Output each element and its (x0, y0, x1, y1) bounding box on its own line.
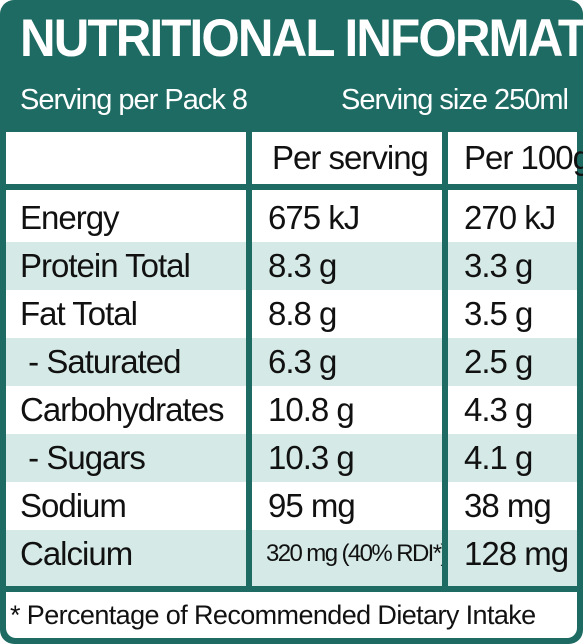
row-calcium-nutrient: Calcium (20, 535, 133, 572)
panel-title: NUTRITIONAL INFORMATION (20, 9, 583, 68)
row-fat-nutrient: Fat Total (20, 295, 138, 332)
header-cell-nutrient (6, 132, 246, 184)
row-band (6, 434, 577, 482)
row-fat-per-serving: 8.8 g (268, 295, 337, 332)
row-carbohydrates-nutrient: Carbohydrates (20, 391, 224, 428)
row-protein-nutrient: Protein Total (20, 247, 191, 284)
row-sodium-nutrient: Sodium (20, 487, 127, 524)
column-divider (246, 132, 252, 586)
row-calcium-per-100g: 128 mg (464, 535, 569, 572)
row-protein-per-serving: 8.3 g (268, 247, 337, 284)
header-cell-per-serving: Per serving (272, 139, 429, 176)
row-saturated-per-100g: 2.5 g (464, 343, 533, 380)
row-band (6, 338, 577, 386)
row-fat-per-100g: 3.5 g (464, 295, 533, 332)
serving-size: Serving size 250ml (341, 84, 569, 116)
row-band (6, 242, 577, 290)
row-calcium-per-serving: 320 mg (40% RDI*) (266, 540, 448, 567)
footnote: * Percentage of Recommended Dietary Inta… (6, 592, 577, 638)
header-cell-per-100g: Per 100g (464, 139, 583, 176)
header-divider (6, 184, 577, 190)
nutrition-table: Per serving Per 100g Energy 675 kJ 270 k… (6, 132, 583, 586)
row-protein-per-100g: 3.3 g (464, 247, 533, 284)
row-sodium-per-100g: 38 mg (464, 487, 552, 524)
row-band (6, 530, 577, 586)
row-saturated-per-serving: 6.3 g (268, 343, 337, 380)
row-saturated-nutrient: - Saturated (20, 343, 181, 380)
row-carbohydrates-per-serving: 10.8 g (268, 391, 355, 428)
row-energy-per-serving: 675 kJ (268, 199, 360, 236)
row-sugars-per-100g: 4.1 g (464, 439, 533, 476)
row-sugars-nutrient: - Sugars (20, 439, 146, 476)
column-divider (442, 132, 448, 586)
row-energy-nutrient: Energy (20, 199, 120, 236)
row-sodium-per-serving: 95 mg (268, 487, 356, 524)
row-carbohydrates-per-100g: 4.3 g (464, 391, 533, 428)
serving-per-pack: Serving per Pack 8 (20, 84, 248, 116)
serving-info: Serving per Pack 8 Serving size 250ml (20, 80, 569, 120)
row-energy-per-100g: 270 kJ (464, 199, 556, 236)
row-sugars-per-serving: 10.3 g (268, 439, 355, 476)
